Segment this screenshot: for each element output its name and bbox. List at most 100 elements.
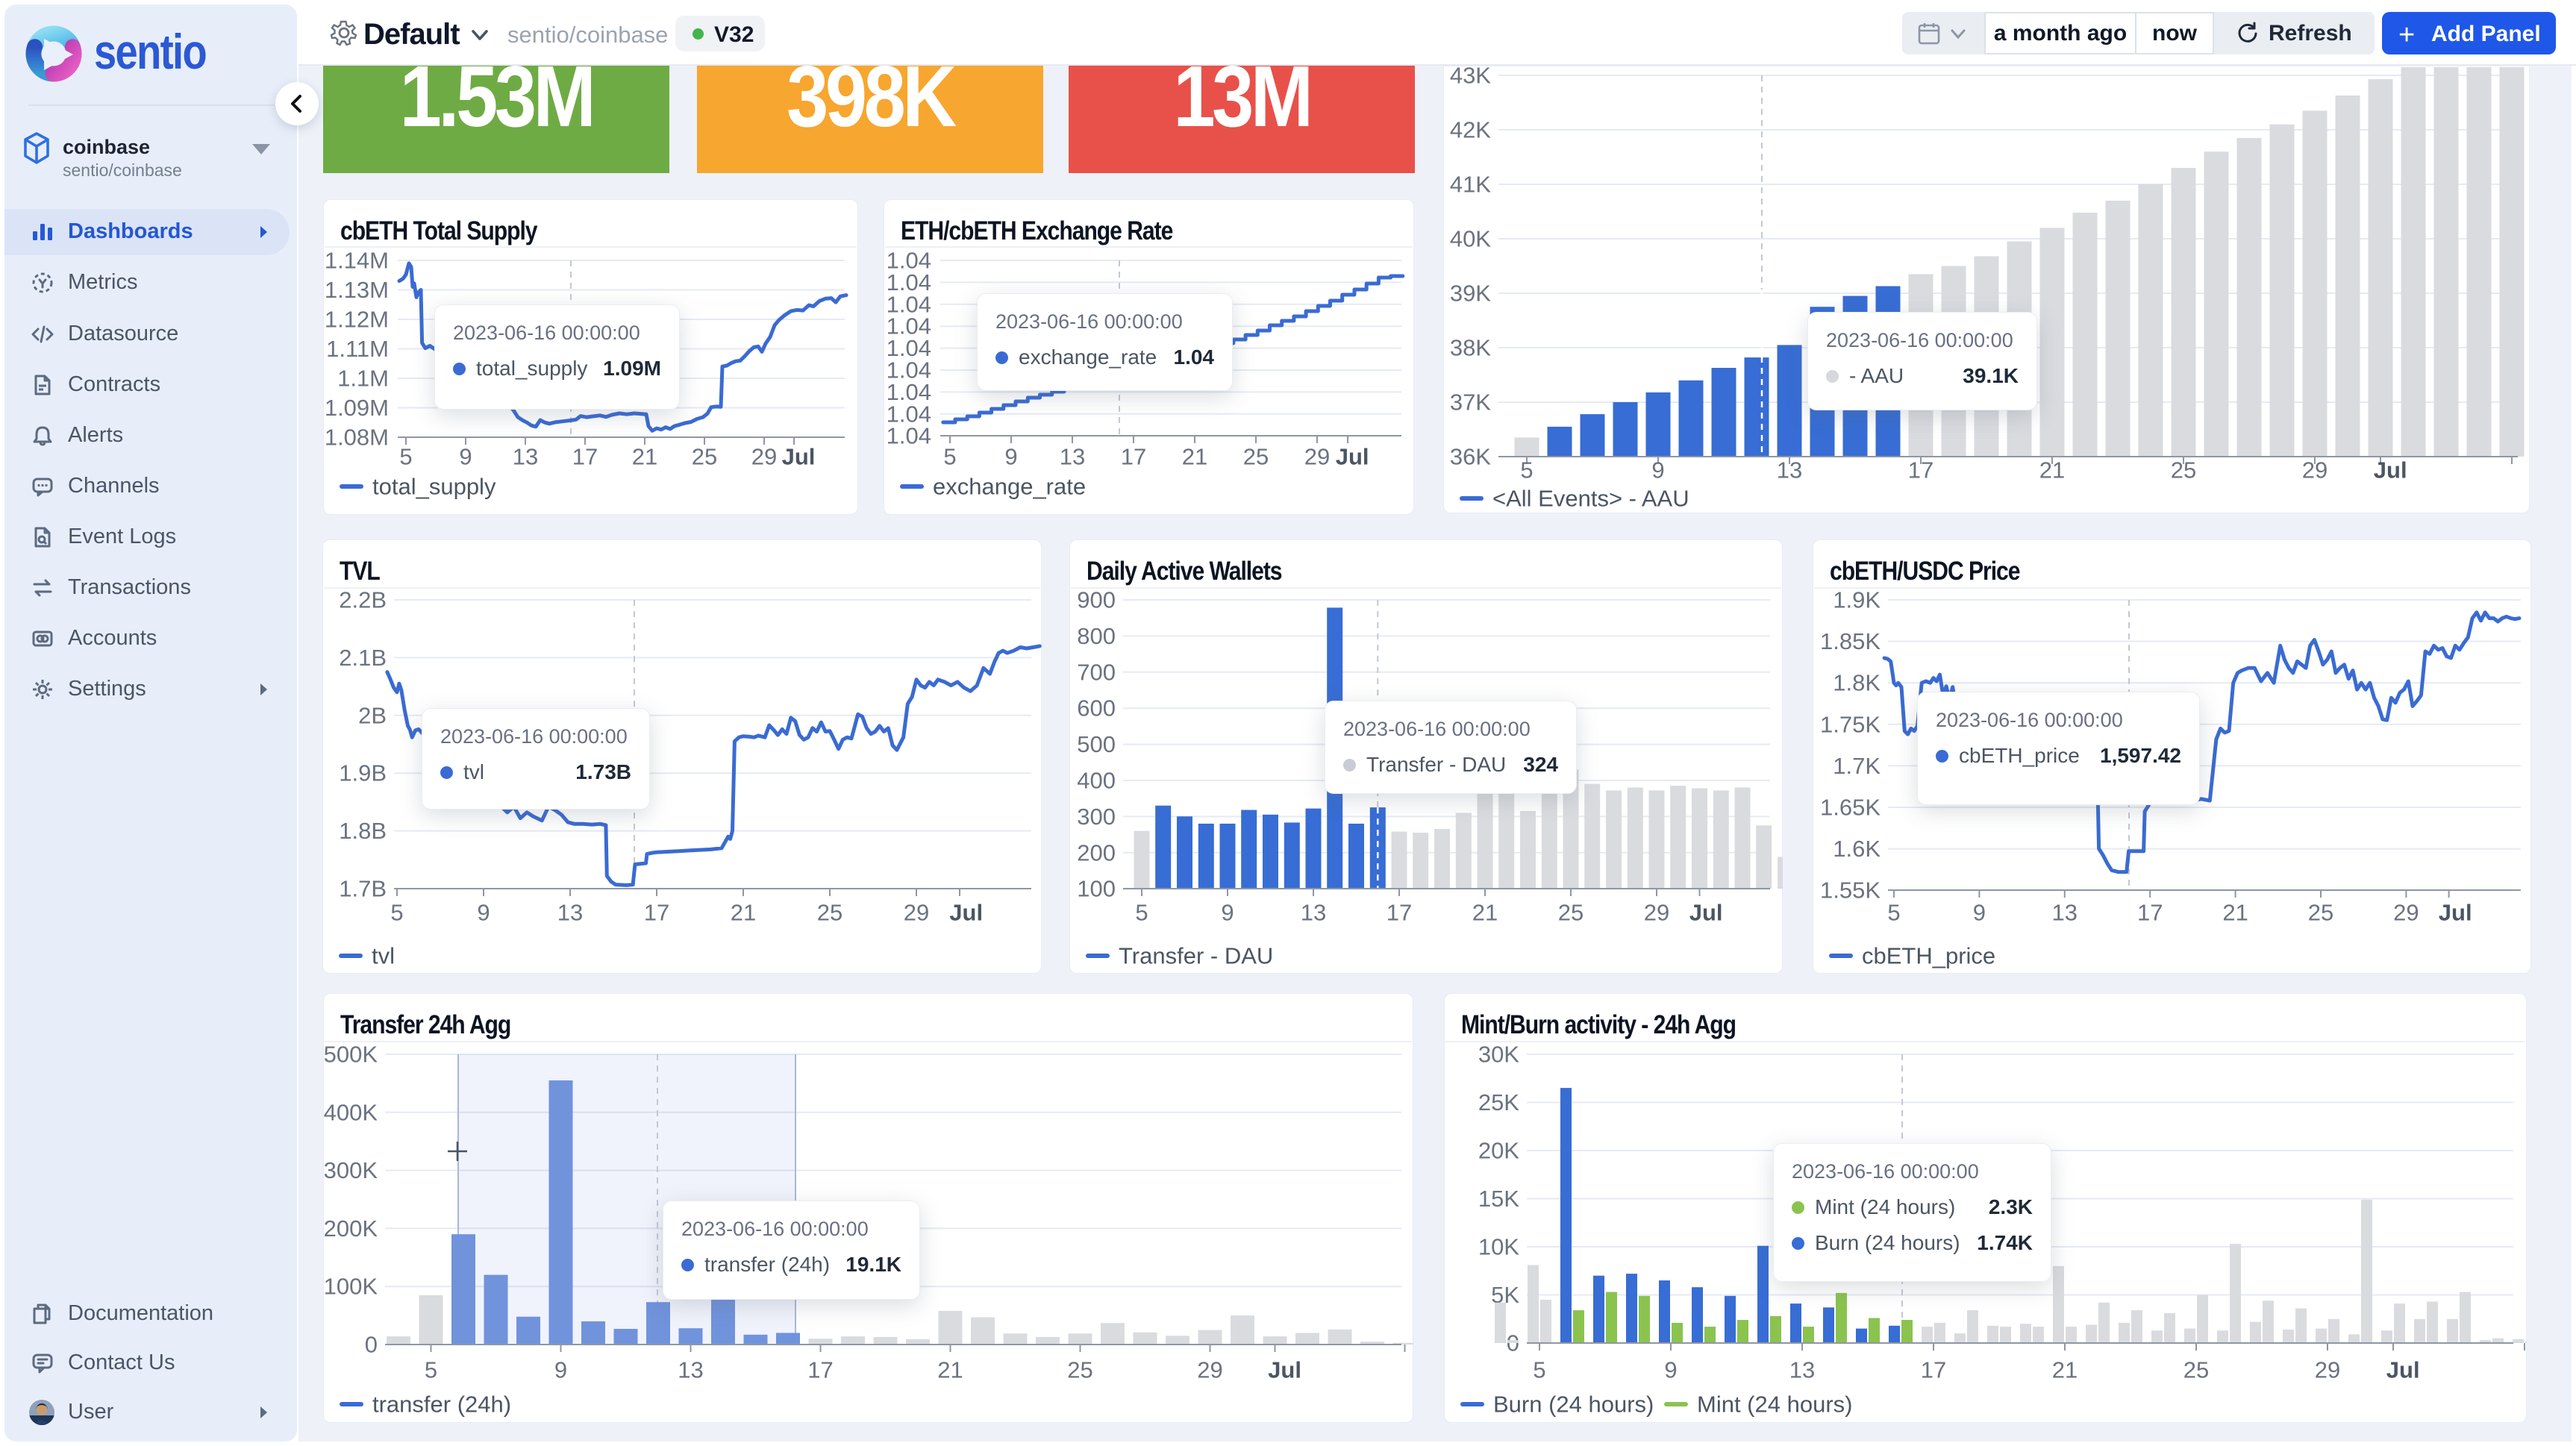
svg-text:5: 5: [399, 444, 412, 470]
svg-text:400: 400: [1077, 768, 1116, 794]
svg-text:transfer (24h): transfer (24h): [372, 1392, 511, 1418]
svg-text:17: 17: [644, 900, 669, 926]
svg-text:15K: 15K: [1478, 1186, 1519, 1212]
svg-text:5: 5: [1135, 900, 1148, 926]
svg-text:<All Events> - AAU: <All Events> - AAU: [1492, 486, 1689, 512]
svg-text:25: 25: [2308, 900, 2333, 926]
svg-text:36K: 36K: [1450, 444, 1491, 470]
svg-text:1.04: 1.04: [887, 401, 931, 427]
svg-text:Jul: Jul: [1689, 900, 1723, 926]
svg-text:41K: 41K: [1450, 172, 1491, 198]
svg-text:17: 17: [1387, 900, 1412, 926]
svg-text:9: 9: [554, 1357, 567, 1383]
svg-text:1.04: 1.04: [887, 269, 931, 295]
svg-text:17: 17: [2137, 900, 2163, 926]
svg-text:2.2B: 2.2B: [339, 587, 387, 613]
svg-text:21: 21: [632, 444, 657, 470]
svg-text:total_supply: total_supply: [372, 474, 496, 500]
svg-text:13: 13: [1060, 444, 1085, 470]
svg-text:1.12M: 1.12M: [325, 307, 389, 333]
svg-text:5: 5: [1533, 1357, 1545, 1383]
svg-text:9: 9: [1651, 457, 1664, 483]
svg-text:1.04: 1.04: [887, 313, 931, 339]
svg-text:25: 25: [692, 444, 717, 470]
svg-text:Jul: Jul: [1268, 1357, 1301, 1383]
svg-text:17: 17: [807, 1357, 833, 1383]
svg-text:9: 9: [1664, 1357, 1677, 1383]
svg-text:5: 5: [425, 1357, 437, 1383]
svg-text:21: 21: [2039, 457, 2065, 483]
svg-text:1.13M: 1.13M: [325, 277, 389, 303]
svg-text:13: 13: [678, 1357, 703, 1383]
svg-text:1.04: 1.04: [887, 357, 931, 384]
svg-text:1.04: 1.04: [887, 423, 931, 449]
svg-text:Jul: Jul: [2374, 457, 2407, 483]
svg-text:800: 800: [1077, 623, 1116, 649]
svg-text:1.04: 1.04: [887, 248, 931, 274]
svg-text:5: 5: [390, 900, 403, 926]
svg-text:Mint (24 hours): Mint (24 hours): [1697, 1392, 1852, 1418]
svg-text:9: 9: [1973, 900, 1986, 926]
svg-text:29: 29: [2302, 457, 2328, 483]
svg-text:1.14M: 1.14M: [325, 248, 389, 274]
svg-text:29: 29: [904, 900, 929, 926]
svg-text:39K: 39K: [1450, 281, 1491, 307]
svg-text:100K: 100K: [324, 1274, 378, 1300]
svg-text:2.1B: 2.1B: [339, 645, 387, 671]
svg-text:25: 25: [2183, 1357, 2209, 1383]
svg-text:sentio: sentio: [94, 24, 206, 79]
svg-text:700: 700: [1077, 659, 1116, 685]
svg-text:1.08M: 1.08M: [325, 425, 389, 451]
svg-text:17: 17: [1908, 457, 1933, 483]
svg-text:1.8K: 1.8K: [1833, 670, 1881, 696]
svg-text:Jul: Jul: [2439, 900, 2472, 926]
svg-text:1.9B: 1.9B: [339, 760, 387, 786]
svg-text:29: 29: [1644, 900, 1669, 926]
svg-text:5: 5: [1887, 900, 1900, 926]
svg-text:29: 29: [1197, 1357, 1222, 1383]
svg-text:13: 13: [1301, 900, 1326, 926]
svg-text:1.11M: 1.11M: [326, 336, 389, 362]
svg-text:200K: 200K: [324, 1215, 378, 1242]
svg-text:21: 21: [1182, 444, 1207, 470]
svg-text:38K: 38K: [1450, 335, 1491, 361]
svg-text:1.55K: 1.55K: [1820, 877, 1881, 904]
svg-text:100: 100: [1077, 876, 1116, 902]
svg-text:1.1M: 1.1M: [337, 366, 389, 392]
svg-text:42K: 42K: [1450, 117, 1491, 143]
svg-text:25: 25: [1558, 900, 1584, 926]
svg-text:Jul: Jul: [949, 900, 983, 926]
svg-text:2B: 2B: [358, 702, 387, 728]
svg-text:29: 29: [2315, 1357, 2340, 1383]
svg-text:1.8B: 1.8B: [339, 818, 387, 844]
svg-text:13: 13: [2052, 900, 2078, 926]
svg-text:37K: 37K: [1450, 389, 1491, 416]
svg-text:40K: 40K: [1450, 226, 1491, 252]
svg-text:1.04: 1.04: [887, 335, 931, 361]
svg-text:300K: 300K: [324, 1157, 378, 1183]
svg-text:29: 29: [751, 444, 777, 470]
svg-text:25: 25: [2171, 457, 2196, 483]
svg-text:coinbase: coinbase: [63, 136, 150, 158]
svg-text:9: 9: [477, 900, 490, 926]
svg-text:29: 29: [1304, 444, 1330, 470]
svg-text:0: 0: [365, 1332, 378, 1358]
svg-text:200: 200: [1077, 839, 1116, 866]
svg-text:21: 21: [2222, 900, 2248, 926]
svg-text:13: 13: [1777, 457, 1802, 483]
svg-text:1.04: 1.04: [887, 379, 931, 405]
svg-text:1.6K: 1.6K: [1833, 836, 1881, 862]
svg-text:9: 9: [1221, 900, 1234, 926]
svg-text:1.09M: 1.09M: [325, 395, 389, 421]
svg-text:9: 9: [459, 444, 472, 470]
svg-text:13: 13: [1789, 1357, 1815, 1383]
svg-text:Burn (24 hours): Burn (24 hours): [1493, 1392, 1654, 1418]
svg-text:tvl: tvl: [372, 943, 395, 969]
svg-text:13: 13: [513, 444, 538, 470]
svg-text:21: 21: [1472, 900, 1498, 926]
svg-text:500: 500: [1077, 731, 1116, 757]
svg-text:17: 17: [1921, 1357, 1946, 1383]
svg-text:43K: 43K: [1450, 66, 1491, 89]
svg-text:300: 300: [1077, 804, 1116, 830]
svg-text:17: 17: [1121, 444, 1146, 470]
